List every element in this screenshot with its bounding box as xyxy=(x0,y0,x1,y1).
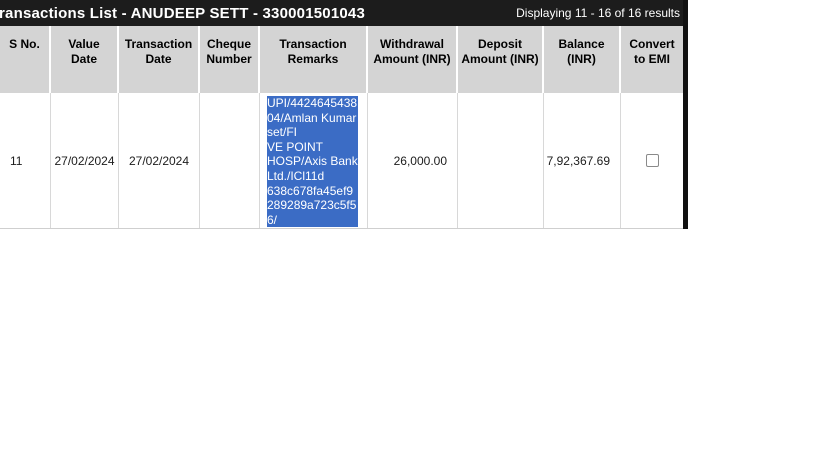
cell-value-date: 27/02/2024 xyxy=(51,93,119,228)
header-deposit-amount: Deposit Amount (INR) xyxy=(458,26,544,93)
header-s-no: S No. xyxy=(0,26,51,93)
right-edge-strip xyxy=(683,0,688,229)
cell-balance: 7,92,367.69 xyxy=(544,93,621,228)
cell-cheque-number xyxy=(200,93,260,228)
header-transaction-date: Transaction Date xyxy=(119,26,200,93)
cell-convert-to-emi xyxy=(621,93,683,228)
title-bar: ransactions List - ANUDEEP SETT - 330001… xyxy=(0,0,688,26)
table-header-row: S No. Value Date Transaction Date Cheque… xyxy=(0,26,683,93)
cell-withdrawal-amount: 26,000.00 xyxy=(368,93,458,228)
results-count-label: Displaying 11 - 16 of 16 results xyxy=(516,6,680,20)
convert-to-emi-checkbox[interactable] xyxy=(645,154,659,167)
header-convert-to-emi: Convert to EMI xyxy=(621,26,683,93)
cell-s-no: 11 xyxy=(0,93,51,228)
header-cheque-number: Cheque Number xyxy=(200,26,260,93)
page-title: ransactions List - ANUDEEP SETT - 330001… xyxy=(0,4,366,22)
selected-remarks-text[interactable]: UPI/4424645438 04/Amlan Kumar set/FI VE … xyxy=(267,96,358,228)
cell-transaction-date: 27/02/2024 xyxy=(119,93,200,228)
table-row: 11 27/02/2024 27/02/2024 UPI/4424645438 … xyxy=(0,93,683,229)
header-value-date: Value Date xyxy=(51,26,119,93)
transactions-table: S No. Value Date Transaction Date Cheque… xyxy=(0,26,683,229)
cell-transaction-remarks: UPI/4424645438 04/Amlan Kumar set/FI VE … xyxy=(260,93,368,228)
header-transaction-remarks: Transaction Remarks xyxy=(260,26,368,93)
header-withdrawal-amount: Withdrawal Amount (INR) xyxy=(368,26,458,93)
header-balance: Balance (INR) xyxy=(544,26,621,93)
cell-deposit-amount xyxy=(458,93,544,228)
